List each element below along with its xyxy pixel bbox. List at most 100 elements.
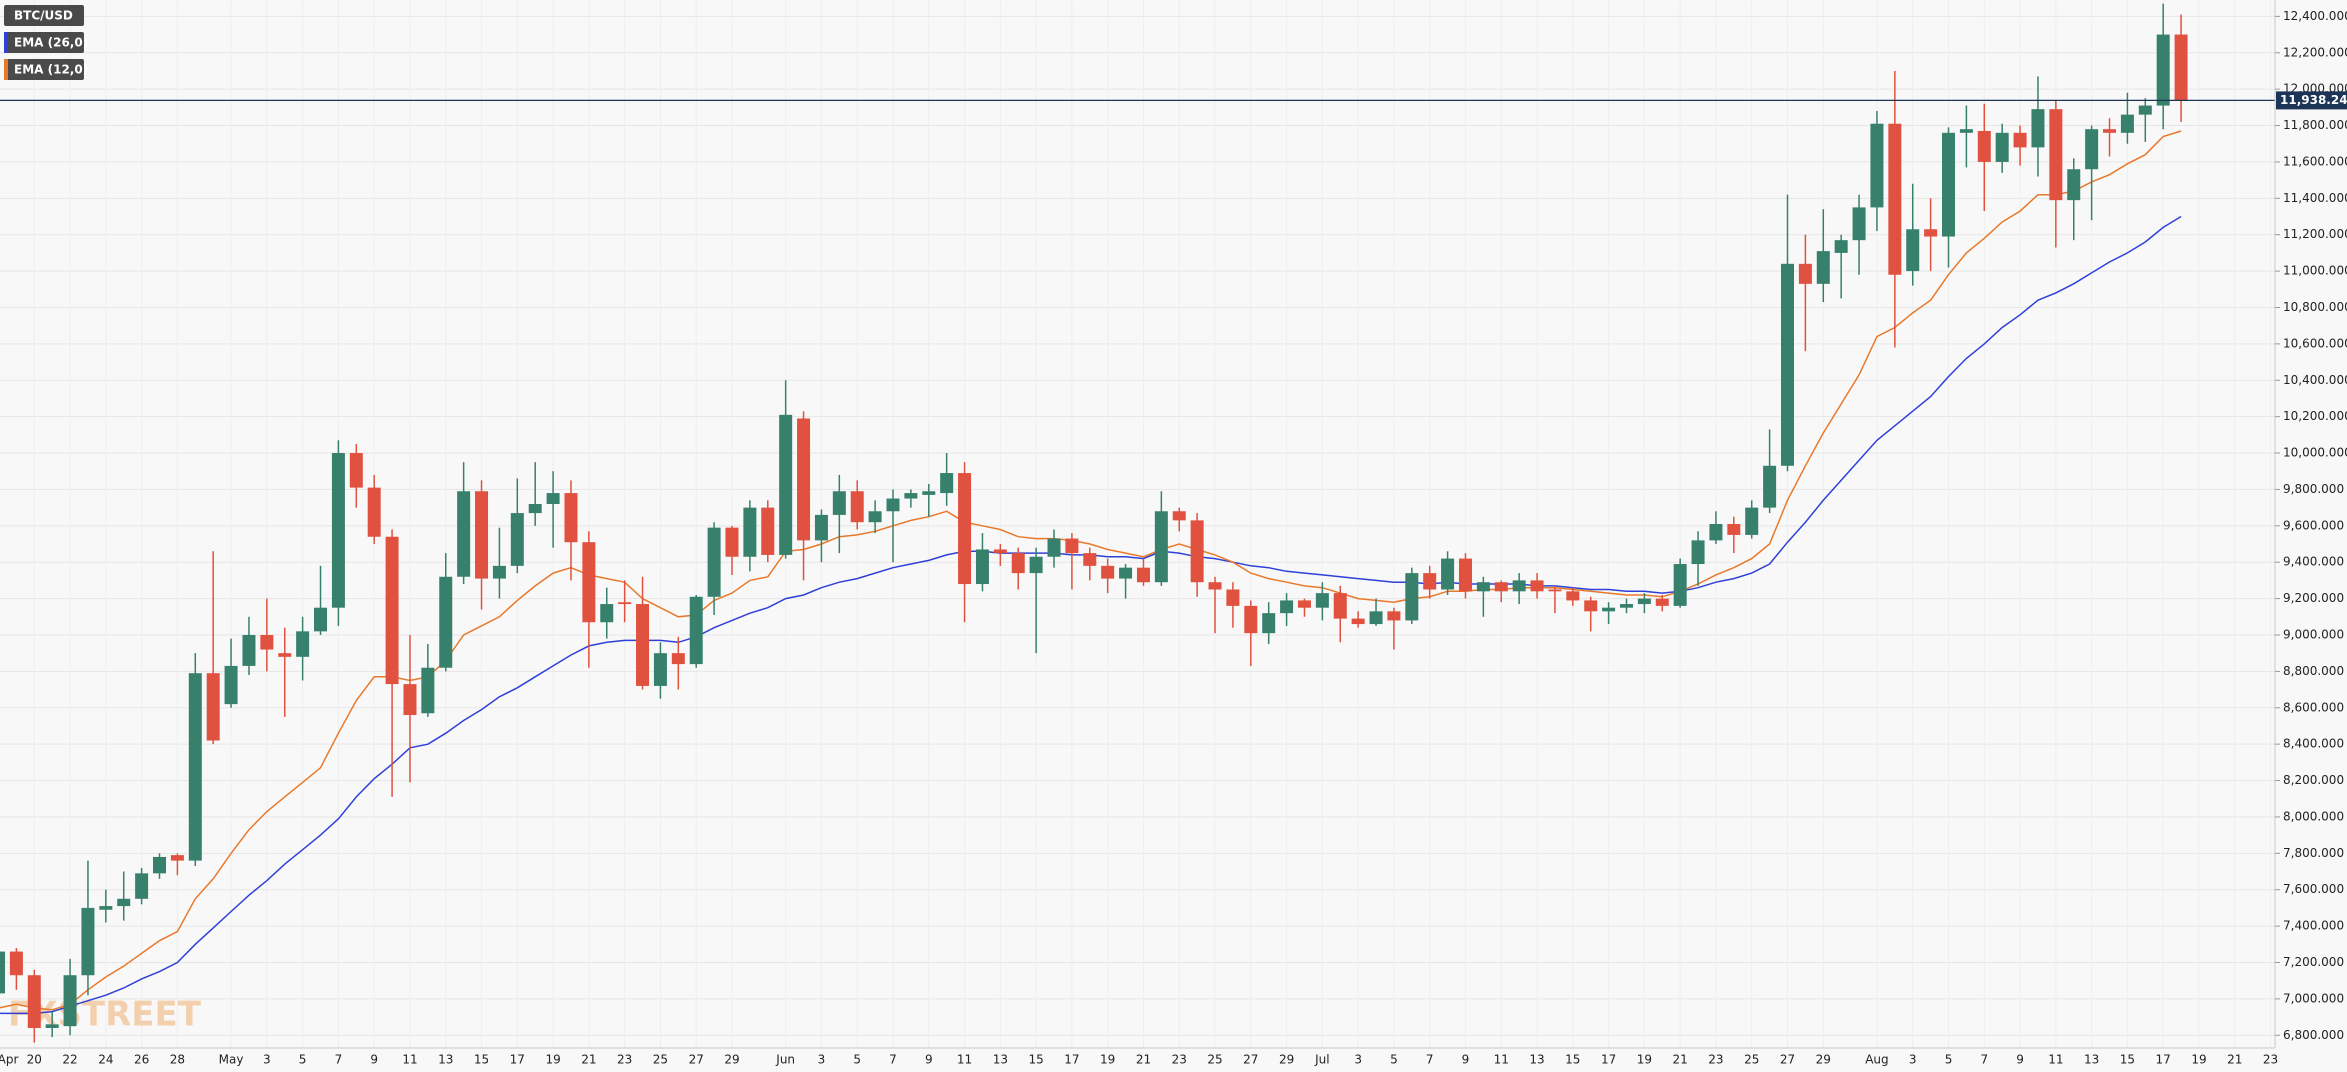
x-tick-label: 19 xyxy=(1637,1053,1652,1067)
y-tick-label: 9,200.000 xyxy=(2283,591,2344,605)
candle-body xyxy=(1083,553,1097,566)
candle-body xyxy=(1530,580,1544,592)
candle-body xyxy=(636,604,650,686)
candle-body xyxy=(296,631,310,657)
candle-body xyxy=(1065,538,1079,554)
candle-body xyxy=(1512,580,1526,592)
candle-body xyxy=(1405,573,1419,621)
legend-swatch xyxy=(4,59,8,80)
candle-body xyxy=(1584,600,1598,612)
y-tick-label: 8,200.000 xyxy=(2283,773,2344,787)
y-tick-label: 6,800.000 xyxy=(2283,1028,2344,1042)
x-tick-label: 29 xyxy=(1816,1053,1831,1067)
candle-body xyxy=(761,507,775,555)
candle-body xyxy=(1208,582,1222,590)
x-tick-label: 26 xyxy=(134,1053,149,1067)
candle-body xyxy=(1959,129,1973,133)
candle-body xyxy=(421,667,435,714)
x-tick-label: 11 xyxy=(2048,1053,2063,1067)
candle-body xyxy=(1619,604,1633,608)
candle-body xyxy=(1369,611,1383,625)
x-tick-label: 7 xyxy=(1426,1053,1434,1067)
y-tick-label: 11,600.000 xyxy=(2283,154,2347,168)
candle-body xyxy=(278,653,292,657)
y-tick-label: 9,800.000 xyxy=(2283,482,2344,496)
x-tick-label: 7 xyxy=(1980,1053,1988,1067)
candle-body xyxy=(9,951,23,976)
x-tick-label: 15 xyxy=(2120,1053,2135,1067)
x-tick-label: 23 xyxy=(617,1053,632,1067)
legend: BTC/USD EMA (26,0) EMA (12,0) xyxy=(4,5,88,80)
candle-body xyxy=(1995,132,2009,162)
x-tick-label: Apr xyxy=(0,1053,18,1067)
candle-body xyxy=(1888,123,1902,275)
candle-body xyxy=(2138,105,2152,115)
candle-body xyxy=(1798,263,1812,284)
y-tick-label: 11,800.000 xyxy=(2283,118,2347,132)
candle-body xyxy=(63,975,77,1027)
x-tick-label: 21 xyxy=(2227,1053,2242,1067)
candle-body xyxy=(1244,605,1258,634)
candle-body xyxy=(1494,582,1508,592)
x-tick-label: 15 xyxy=(1565,1053,1580,1067)
y-tick-label: 12,200.000 xyxy=(2283,45,2347,59)
x-tick-label: 9 xyxy=(2016,1053,2024,1067)
candle-body xyxy=(1548,589,1562,592)
y-tick-label: 9,000.000 xyxy=(2283,627,2344,641)
candle-body xyxy=(814,514,828,541)
candle-body xyxy=(1942,132,1956,237)
legend-swatch xyxy=(4,32,8,53)
candle-body xyxy=(2067,169,2081,201)
candle-body xyxy=(2049,109,2063,201)
candle-body xyxy=(1333,593,1347,619)
x-tick-label: 3 xyxy=(263,1053,271,1067)
candle-body xyxy=(993,549,1007,554)
y-tick-label: 8,800.000 xyxy=(2283,664,2344,678)
x-tick-label: 27 xyxy=(1243,1053,1258,1067)
x-tick-label: 23 xyxy=(1708,1053,1723,1067)
y-tick-label: 7,600.000 xyxy=(2283,882,2344,896)
candle-body xyxy=(1190,520,1204,583)
candle-body xyxy=(1781,263,1794,466)
candle-body xyxy=(2013,132,2027,148)
x-tick-label: 17 xyxy=(2156,1053,2171,1067)
candle-body xyxy=(528,503,542,514)
candle-body xyxy=(1566,591,1580,601)
legend-box xyxy=(4,32,84,53)
x-tick-label: 27 xyxy=(1780,1053,1795,1067)
candle-body xyxy=(1816,251,1830,284)
candle-body xyxy=(1476,582,1490,592)
candle-body xyxy=(135,873,149,899)
x-tick-label: 27 xyxy=(689,1053,704,1067)
y-tick-label: 8,600.000 xyxy=(2283,700,2344,714)
candle-body xyxy=(868,511,882,523)
y-tick-label: 7,800.000 xyxy=(2283,846,2344,860)
x-tick-label: 5 xyxy=(1390,1053,1398,1067)
candle-body xyxy=(2120,114,2134,133)
candle-body xyxy=(582,542,596,623)
candle-body xyxy=(975,549,989,585)
candle-body xyxy=(940,473,954,494)
x-tick-label: 25 xyxy=(1744,1053,1759,1067)
x-tick-label: 7 xyxy=(889,1053,897,1067)
candle-body xyxy=(1602,607,1616,612)
y-tick-label: 9,400.000 xyxy=(2283,555,2344,569)
y-tick-label: 9,600.000 xyxy=(2283,518,2344,532)
y-tick-label: 10,000.000 xyxy=(2283,446,2347,460)
candle-body xyxy=(564,493,578,543)
candle-body xyxy=(922,491,936,495)
x-tick-label: 11 xyxy=(402,1053,417,1067)
legend-label: EMA (12,0) xyxy=(14,63,88,77)
candle-body xyxy=(1101,565,1115,579)
x-tick-label: 3 xyxy=(818,1053,826,1067)
y-tick-label: 7,000.000 xyxy=(2283,991,2344,1005)
candle-body xyxy=(832,491,846,515)
axis: 6,800.000 7,000.000 7,200.000 7,400.000 7,60… xyxy=(0,9,2347,1067)
candle-body xyxy=(1423,573,1437,590)
x-tick-label: 17 xyxy=(1064,1053,1079,1067)
x-tick-label: 22 xyxy=(62,1053,77,1067)
x-tick-label: Jun xyxy=(775,1053,795,1067)
candle-body xyxy=(707,527,721,597)
